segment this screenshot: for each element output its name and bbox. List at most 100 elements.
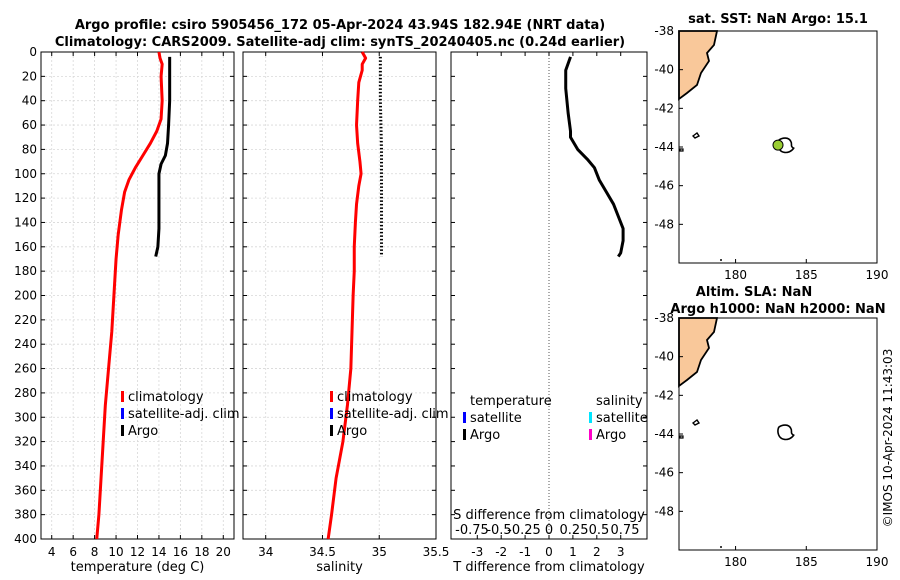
map-lat-tick-label: -38 bbox=[654, 24, 674, 38]
legend-label: Argo bbox=[596, 428, 626, 443]
x-tick-label: 34.5 bbox=[309, 545, 336, 559]
depth-tick-label: 80 bbox=[22, 142, 37, 156]
islet bbox=[679, 435, 684, 439]
legend-swatch bbox=[330, 391, 333, 402]
title-line-1: Argo profile: csiro 5905456_172 05-Apr-2… bbox=[75, 18, 605, 33]
depth-tick-label: 180 bbox=[14, 264, 37, 278]
depth-tick-label: 360 bbox=[14, 483, 37, 497]
legend-label: satellite-adj. clim bbox=[128, 407, 240, 422]
legend-label: climatology bbox=[337, 390, 413, 405]
series-line-argo bbox=[154, 56, 172, 257]
legend-swatch bbox=[330, 425, 333, 436]
legend-swatch bbox=[589, 429, 592, 440]
x-tick-label: 16 bbox=[173, 545, 188, 559]
map-lat-tick-label: -46 bbox=[654, 179, 674, 193]
top-tick-label: 0.25 bbox=[560, 523, 589, 538]
chatham-islands bbox=[777, 424, 795, 441]
x-tick-label: 8 bbox=[91, 545, 99, 559]
top-tick-label: -0.5 bbox=[486, 523, 511, 538]
legend-label: Argo bbox=[128, 424, 158, 439]
depth-tick-label: 100 bbox=[14, 167, 37, 181]
x-tick-label: -2 bbox=[495, 545, 507, 559]
x-tick-label: 3 bbox=[617, 545, 625, 559]
legend-label: satellite bbox=[470, 411, 522, 426]
legend-header-temperature: temperature bbox=[470, 394, 552, 409]
legend-header-salinity: salinity bbox=[596, 394, 643, 409]
sla-map-title-2: Argo h1000: NaN h2000: NaN bbox=[670, 302, 885, 317]
depth-tick-label: 380 bbox=[14, 508, 37, 522]
depth-tick-label: 240 bbox=[14, 337, 37, 351]
legend-swatch bbox=[463, 412, 466, 423]
x-tick-label: 14 bbox=[151, 545, 166, 559]
map-lat-tick-label: -40 bbox=[654, 350, 674, 364]
x-tick-label: -1 bbox=[519, 545, 531, 559]
top-tick-label: 0.75 bbox=[611, 523, 640, 538]
islet bbox=[679, 148, 684, 152]
depth-tick-label: 0 bbox=[29, 45, 37, 59]
salinity-panel: 34 34.5 35 35.5 salinity climatology satellite… bbox=[242, 51, 450, 575]
map-lat-tick-label: -46 bbox=[654, 466, 674, 480]
bounty-islet bbox=[691, 131, 701, 139]
argo-position-marker bbox=[772, 139, 784, 151]
map-lon-tick-label: 180 bbox=[724, 268, 747, 282]
map-lat-tick-label: -42 bbox=[654, 388, 674, 402]
depth-tick-label: 340 bbox=[14, 459, 37, 473]
map-lat-tick-label: -48 bbox=[654, 504, 674, 518]
depth-tick-label: 280 bbox=[14, 386, 37, 400]
legend-label: satellite-adj. clim bbox=[337, 407, 449, 422]
x-tick-label: 4 bbox=[48, 545, 56, 559]
legend-swatch bbox=[121, 391, 124, 402]
imos-watermark: ©IMOS 10-Apr-2024 11:43:03 bbox=[881, 349, 895, 528]
x-tick-label: 20 bbox=[216, 545, 231, 559]
depth-tick-label: 220 bbox=[14, 313, 37, 327]
legend-label: climatology bbox=[128, 390, 204, 405]
depth-tick-label: 200 bbox=[14, 289, 37, 303]
legend-label: satellite bbox=[596, 411, 648, 426]
depth-tick-label: 140 bbox=[14, 215, 37, 229]
map-lon-tick-label: 190 bbox=[866, 268, 889, 282]
sla-map-title-1: Altim. SLA: NaN bbox=[696, 285, 812, 300]
x-tick-label: 2 bbox=[593, 545, 601, 559]
top-tick-label: -0.25 bbox=[507, 523, 541, 538]
x-tick-label: 0 bbox=[545, 545, 553, 559]
x-tick-label: -3 bbox=[471, 545, 483, 559]
legend-swatch bbox=[121, 408, 124, 419]
depth-tick-label: 60 bbox=[22, 118, 37, 132]
top-axis-label: S difference from climatology bbox=[453, 508, 645, 523]
bounty-islet bbox=[691, 418, 701, 426]
legend-swatch bbox=[589, 412, 592, 423]
temperature-panel: 0 20 40 60 80 100 120 140 160 180 200 220 240 260 280 3… bbox=[14, 45, 240, 575]
sst-map-title: sat. SST: NaN Argo: 15.1 bbox=[688, 12, 868, 27]
x-tick-label: 12 bbox=[130, 545, 145, 559]
depth-tick-label: 320 bbox=[14, 435, 37, 449]
title-line-2: Climatology: CARS2009. Satellite-adj cli… bbox=[55, 35, 625, 50]
depth-tick-label: 20 bbox=[22, 69, 37, 83]
series-line-argo bbox=[378, 56, 384, 257]
legend-label: Argo bbox=[337, 424, 367, 439]
depth-tick-label: 260 bbox=[14, 362, 37, 376]
map-lat-tick-label: -38 bbox=[654, 311, 674, 325]
x-axis-label: temperature (deg C) bbox=[71, 560, 205, 575]
legend-swatch bbox=[330, 408, 333, 419]
map-lon-tick-label: 180 bbox=[724, 555, 747, 569]
x-tick-label: 35.5 bbox=[423, 545, 450, 559]
map-lat-tick-label: -48 bbox=[654, 217, 674, 231]
top-tick-label: 0 bbox=[545, 523, 553, 538]
depth-tick-label: 40 bbox=[22, 94, 37, 108]
series-line-argo bbox=[564, 56, 625, 258]
x-tick-label: 6 bbox=[69, 545, 77, 559]
depth-tick-label: 120 bbox=[14, 191, 37, 205]
x-tick-label: 10 bbox=[108, 545, 123, 559]
land-new-zealand bbox=[678, 30, 719, 101]
x-tick-label: 34 bbox=[258, 545, 273, 559]
difference-panel: -3 -2 -1 0 1 2 3T difference from climatology S… bbox=[450, 51, 648, 575]
map-lat-tick-label: -44 bbox=[654, 427, 674, 441]
map-lon-tick-label: 185 bbox=[795, 268, 818, 282]
depth-tick-label: 300 bbox=[14, 410, 37, 424]
depth-tick-label: 400 bbox=[14, 532, 37, 546]
x-axis-label: T difference from climatology bbox=[452, 560, 645, 575]
series-line-climatology bbox=[326, 51, 368, 540]
legend-swatch bbox=[121, 425, 124, 436]
map-lat-tick-label: -42 bbox=[654, 101, 674, 115]
